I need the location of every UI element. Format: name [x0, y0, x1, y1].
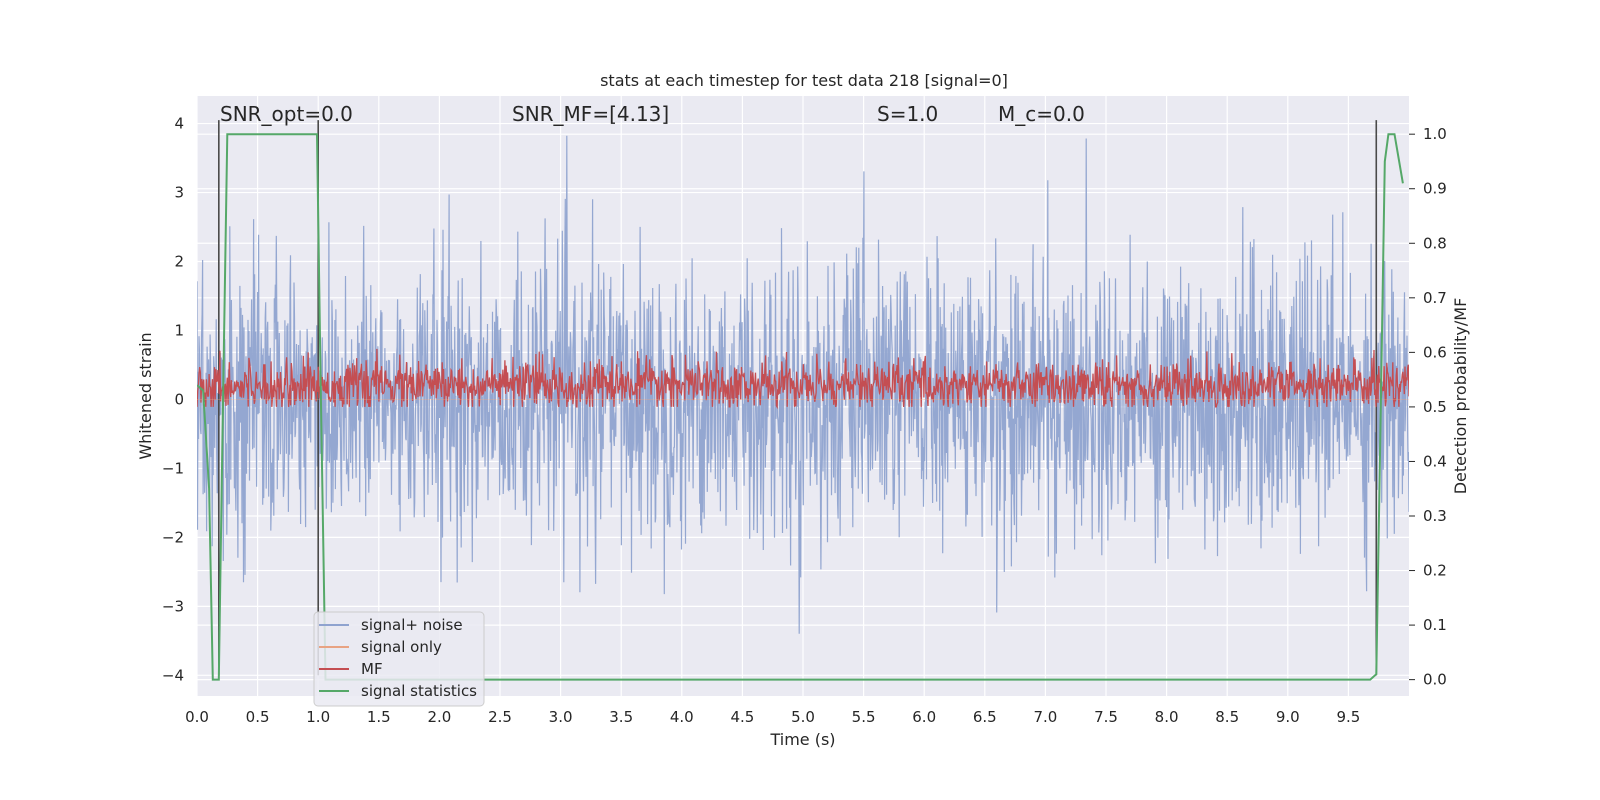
y-right-tick-label: 1.0	[1423, 125, 1447, 143]
legend-label-signal-only: signal only	[361, 638, 442, 656]
x-tick-label: 8.5	[1215, 708, 1239, 726]
y-right-tick-label: 0.8	[1423, 234, 1447, 252]
x-tick-label: 3.0	[549, 708, 573, 726]
y-right-tick-label: 0.4	[1423, 452, 1447, 470]
legend: signal+ noise signal only MF signal stat…	[313, 611, 485, 707]
x-tick-label: 5.5	[852, 708, 876, 726]
y-right-tick-label: 0.7	[1423, 289, 1447, 307]
x-tick-label: 8.0	[1155, 708, 1179, 726]
x-tick-label: 4.0	[670, 708, 694, 726]
x-tick-label: 9.5	[1336, 708, 1360, 726]
y-tick-label: 1	[174, 321, 184, 339]
x-tick-label: 6.5	[973, 708, 997, 726]
y-tick-label: −4	[162, 666, 184, 684]
legend-label-mf: MF	[361, 660, 383, 678]
y-tick-label: 0	[174, 390, 184, 408]
y-tick-label: −3	[162, 597, 184, 615]
x-tick-label: 2.0	[427, 708, 451, 726]
y-right-axis-label: Detection probability/MF	[1451, 298, 1470, 495]
annotation-s: S=1.0	[877, 102, 938, 126]
y-right-tick-label: 0.6	[1423, 343, 1447, 361]
x-tick-label: 9.0	[1276, 708, 1300, 726]
y-right-tick-label: 0.0	[1423, 671, 1447, 689]
series-signal-statistics	[197, 133, 1404, 681]
y-right-tick-label: 0.5	[1423, 398, 1447, 416]
x-tick-label: 0.5	[246, 708, 270, 726]
legend-label-signal-noise: signal+ noise	[361, 616, 463, 634]
series-signal-noise	[197, 135, 1409, 634]
x-tick-label: 3.5	[609, 708, 633, 726]
x-axis-label: Time (s)	[769, 730, 835, 749]
signal-noise-line	[197, 135, 1409, 634]
series-mf	[197, 348, 1409, 410]
y-tick-label: 3	[174, 184, 184, 202]
legend-box	[313, 611, 485, 707]
annotation-mc: M_c=0.0	[998, 102, 1085, 126]
annotation-snr-mf: SNR_MF=[4.13]	[512, 102, 669, 126]
x-tick-label: 7.5	[1094, 708, 1118, 726]
x-tick-label: 1.0	[306, 708, 330, 726]
y-tick-label: 4	[174, 115, 184, 133]
y-right-axis-ticks: 1.0 0.9 0.8 0.7 0.6 0.5 0.4 0.3 0.2 0.1 0.0	[1409, 125, 1447, 689]
x-tick-label: 4.5	[730, 708, 754, 726]
x-tick-label: 7.0	[1033, 708, 1057, 726]
y-axis-label: Whitened strain	[136, 332, 155, 459]
y-tick-label: −2	[162, 528, 184, 546]
chart-title: stats at each timestep for test data 218…	[600, 71, 1008, 90]
signal-statistics-line	[197, 133, 1404, 681]
mf-line	[197, 348, 1409, 410]
y-right-tick-label: 0.1	[1423, 616, 1447, 634]
x-tick-label: 2.5	[488, 708, 512, 726]
annotation-snr-opt: SNR_opt=0.0	[220, 102, 353, 126]
y-right-tick-label: 0.2	[1423, 562, 1447, 580]
x-tick-label: 6.0	[912, 708, 936, 726]
y-right-tick-label: 0.3	[1423, 507, 1447, 525]
x-tick-label: 1.5	[367, 708, 391, 726]
y-tick-label: 2	[174, 253, 184, 271]
x-tick-label: 0.0	[185, 708, 209, 726]
y-axis-ticks: 4 3 2 1 0 −1 −2 −3 −4	[162, 115, 184, 685]
annotations: SNR_opt=0.0 SNR_MF=[4.13] S=1.0 M_c=0.0	[220, 102, 1085, 126]
x-tick-label: 5.0	[791, 708, 815, 726]
y-tick-label: −1	[162, 459, 184, 477]
y-right-tick-label: 0.9	[1423, 180, 1447, 198]
x-axis-ticks: 0.0 0.5 1.0 1.5 2.0 2.5 3.0 3.5 4.0 4.5 5.0 5.5 6.0 6…	[185, 708, 1360, 726]
legend-label-signal-statistics: signal statistics	[361, 682, 477, 700]
